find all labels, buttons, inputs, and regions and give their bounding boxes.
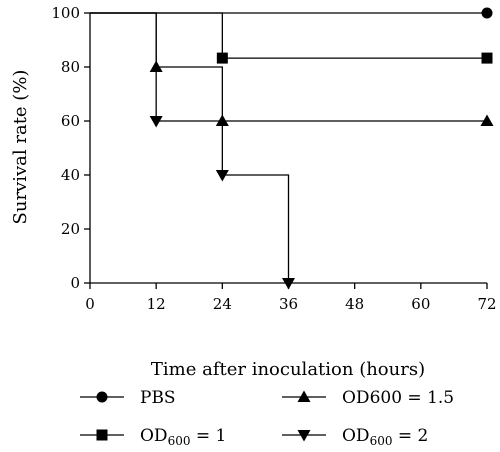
legend-marker-pbs	[96, 391, 108, 403]
x-tick-label-0: 0	[85, 295, 95, 313]
x-tick-label-4: 48	[345, 295, 364, 313]
y-tick-label-3: 60	[61, 112, 80, 130]
legend-marker-od-1-5	[297, 390, 311, 402]
y-tick-label-1: 20	[61, 220, 80, 238]
legend-marker-od-2	[297, 430, 311, 442]
series-line-od-1	[90, 12, 487, 59]
y-tick-label-5: 100	[51, 4, 80, 22]
x-axis-title: Time after inoculation (hours)	[151, 359, 425, 380]
marker-od-1-5-2	[480, 114, 494, 126]
series-line-od-2	[90, 12, 290, 283]
legend-label-od-1: OD600 = 1	[140, 426, 226, 448]
series-lines	[90, 12, 487, 283]
legend-label-pbs: PBS	[140, 388, 176, 408]
legend-marker-od-1	[96, 429, 108, 441]
x-tick-label-3: 36	[279, 295, 298, 313]
series-markers	[149, 7, 494, 290]
series-line-od-1-5	[90, 12, 487, 122]
marker-od-1-5-1	[215, 114, 229, 126]
marker-pbs-0	[481, 7, 493, 19]
x-tick-label-5: 60	[411, 295, 430, 313]
legend-label-od-1-5: OD600 = 1.5	[342, 388, 454, 408]
x-tick-label-2: 24	[213, 295, 232, 313]
x-tick-label-1: 12	[147, 295, 166, 313]
marker-od-2-0	[149, 116, 163, 128]
y-tick-label-2: 40	[61, 166, 80, 184]
legend: PBS OD600 = 1.5 OD600 = 1 OD600 = 2	[80, 388, 454, 448]
y-tick-label-0: 0	[70, 274, 80, 292]
legend-label-od-2: OD600 = 2	[342, 426, 428, 448]
x-tick-label-6: 72	[477, 295, 496, 313]
y-axis-title: Survival rate (%)	[10, 70, 31, 225]
marker-od-1-0	[216, 52, 228, 64]
marker-od-2-2	[282, 278, 295, 290]
marker-od-1-5-0	[149, 60, 163, 72]
marker-od-2-1	[215, 170, 229, 182]
marker-od-1-1	[481, 52, 493, 64]
ticks: 0 20 40 60 80 100 0 12 24 36 48 60 72	[51, 4, 496, 313]
y-tick-label-4: 80	[61, 58, 80, 76]
